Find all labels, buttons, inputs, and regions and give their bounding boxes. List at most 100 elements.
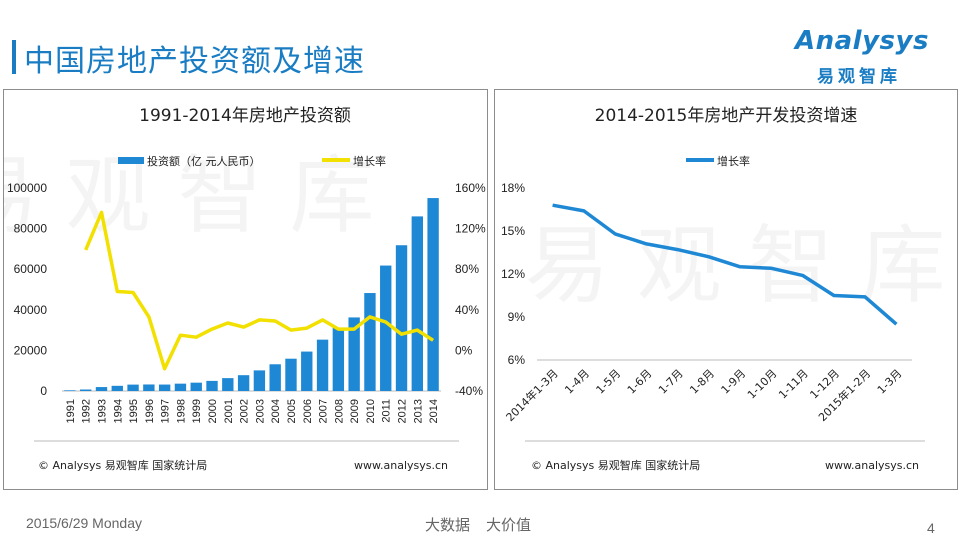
y-left-tick-label: 0 — [40, 384, 47, 398]
y-tick-label: 18% — [501, 181, 525, 195]
bar-2003 — [253, 370, 266, 391]
bar-1995 — [127, 384, 139, 391]
site-label: www.analysys.cn — [354, 459, 448, 472]
page-title: 中国房地产投资额及增速 — [24, 44, 365, 79]
x-tick-label: 1996 — [144, 399, 156, 423]
x-tick-label: 2008 — [333, 399, 345, 423]
x-tick-label: 2014 — [428, 399, 440, 423]
x-tick-label: 1999 — [191, 399, 203, 423]
x-tick-label: 1993 — [96, 399, 108, 423]
x-tick-label: 1994 — [112, 399, 124, 423]
growth-chart: 2014-2015年房地产开发投资增速易 观 智 库增长率6%9%12%15%1… — [501, 106, 946, 472]
x-tick-label: 2009 — [349, 399, 361, 423]
y-right-tick-label: 0% — [455, 343, 473, 357]
bar-2002 — [237, 375, 250, 391]
bar-1991 — [64, 390, 76, 391]
bar-1996 — [143, 384, 155, 391]
analysys-logo: Analysys 易观智库 — [795, 26, 935, 87]
bar-1997 — [158, 384, 171, 391]
source-label: © Analysys 易观智库 国家统计局 — [531, 458, 700, 472]
x-tick-label: 2005 — [286, 399, 298, 423]
bar-2014 — [427, 198, 439, 391]
y-left-tick-label: 40000 — [14, 303, 48, 317]
y-tick-label: 9% — [508, 310, 526, 324]
bar-1992 — [80, 389, 92, 391]
y-tick-label: 12% — [501, 267, 525, 281]
x-tick-label: 2006 — [302, 399, 314, 423]
y-right-tick-label: 120% — [455, 222, 486, 236]
investment-chart: 1991-2014年房地产投资额易 观 智 库投资额（亿 元人民币） 增长率 0 20… — [4, 106, 486, 472]
bar-1999 — [190, 382, 202, 391]
bar-1994 — [111, 385, 123, 391]
x-tick-label: 2004 — [270, 399, 282, 423]
y-left-tick-label: 80000 — [14, 222, 48, 236]
watermark: 易 观 智 库 — [4, 147, 375, 246]
bar-2011 — [380, 265, 392, 391]
x-tick-label: 2012 — [397, 399, 409, 423]
x-tick-label: 1997 — [160, 399, 172, 423]
footer-date: 2015/6/29 Monday — [26, 515, 142, 531]
logo-text-en: Analysys — [795, 26, 929, 56]
x-tick-label: 1-11月 — [776, 367, 811, 402]
bar-2004 — [269, 364, 281, 391]
growth-chart-panel: 2014-2015年房地产开发投资增速易 观 智 库增长率6%9%12%15%1… — [494, 89, 958, 490]
bar-2001 — [222, 378, 234, 391]
x-tick-label: 2013 — [412, 399, 424, 423]
x-tick-label: 1991 — [65, 399, 77, 423]
x-tick-label: 1-7月 — [656, 367, 686, 397]
chart-title: 1991-2014年房地产投资额 — [139, 106, 351, 126]
growth-line — [552, 203, 898, 326]
slogan-big-value: 大价值 — [486, 516, 532, 534]
bar-2005 — [285, 358, 297, 391]
y-left-tick-label: 20000 — [14, 343, 48, 357]
site-label: www.analysys.cn — [825, 459, 919, 472]
y-tick-label: 15% — [501, 224, 525, 238]
x-tick-label: 2014年1-3月 — [503, 366, 561, 424]
x-tick-label: 2002 — [239, 399, 251, 423]
bar-2009 — [348, 317, 360, 391]
x-tick-label: 2007 — [318, 399, 330, 423]
x-tick-label: 1-5月 — [594, 367, 624, 397]
bar-2000 — [206, 380, 218, 391]
bar-2006 — [301, 351, 313, 391]
slogan-big-data: 大数据 — [425, 516, 471, 534]
bar-2013 — [411, 216, 423, 391]
x-tick-label: 2001 — [223, 399, 235, 423]
y-tick-label: 6% — [508, 353, 526, 367]
x-tick-label: 1995 — [128, 399, 140, 423]
x-tick-label: 1-8月 — [687, 367, 717, 397]
x-tick-label: 1992 — [81, 399, 93, 423]
legend-bar-swatch — [118, 157, 144, 164]
bar-2008 — [332, 327, 345, 391]
x-tick-label: 2010 — [365, 399, 377, 423]
legend-line-label: 增长率 — [717, 154, 750, 168]
chart-title: 2014-2015年房地产开发投资增速 — [595, 106, 858, 126]
bar-1998 — [174, 383, 187, 391]
x-tick-label: 1-3月 — [875, 367, 905, 397]
source-label: © Analysys 易观智库 国家统计局 — [38, 458, 207, 472]
bar-2012 — [395, 245, 408, 391]
y-right-tick-label: 40% — [455, 303, 479, 317]
legend-bar-label: 投资额（亿 元人民币） — [147, 154, 261, 168]
x-tick-label: 1-10月 — [745, 367, 780, 402]
legend-line-label: 增长率 — [353, 154, 386, 168]
y-right-tick-label: 80% — [455, 262, 479, 276]
title-accent-bar — [12, 40, 16, 74]
y-left-tick-label: 60000 — [14, 262, 48, 276]
growth-line — [84, 210, 435, 371]
x-tick-label: 2000 — [207, 399, 219, 423]
page-number: 4 — [927, 520, 935, 536]
bar-1993 — [95, 387, 108, 391]
investment-chart-panel: 1991-2014年房地产投资额易 观 智 库投资额（亿 元人民币） 增长率 0 20… — [3, 89, 488, 490]
y-right-tick-label: -40% — [455, 384, 483, 398]
y-left-tick-label: 100000 — [7, 181, 47, 195]
x-tick-label: 1-6月 — [625, 367, 655, 397]
logo-text-cn: 易观智库 — [817, 67, 901, 87]
bar-2007 — [316, 339, 329, 391]
y-right-tick-label: 160% — [455, 181, 486, 195]
x-tick-label: 2003 — [254, 399, 266, 423]
bar-2010 — [364, 293, 376, 391]
x-tick-label: 1998 — [175, 399, 187, 423]
x-tick-label: 1-4月 — [562, 367, 592, 397]
x-tick-label: 2011 — [381, 399, 393, 423]
